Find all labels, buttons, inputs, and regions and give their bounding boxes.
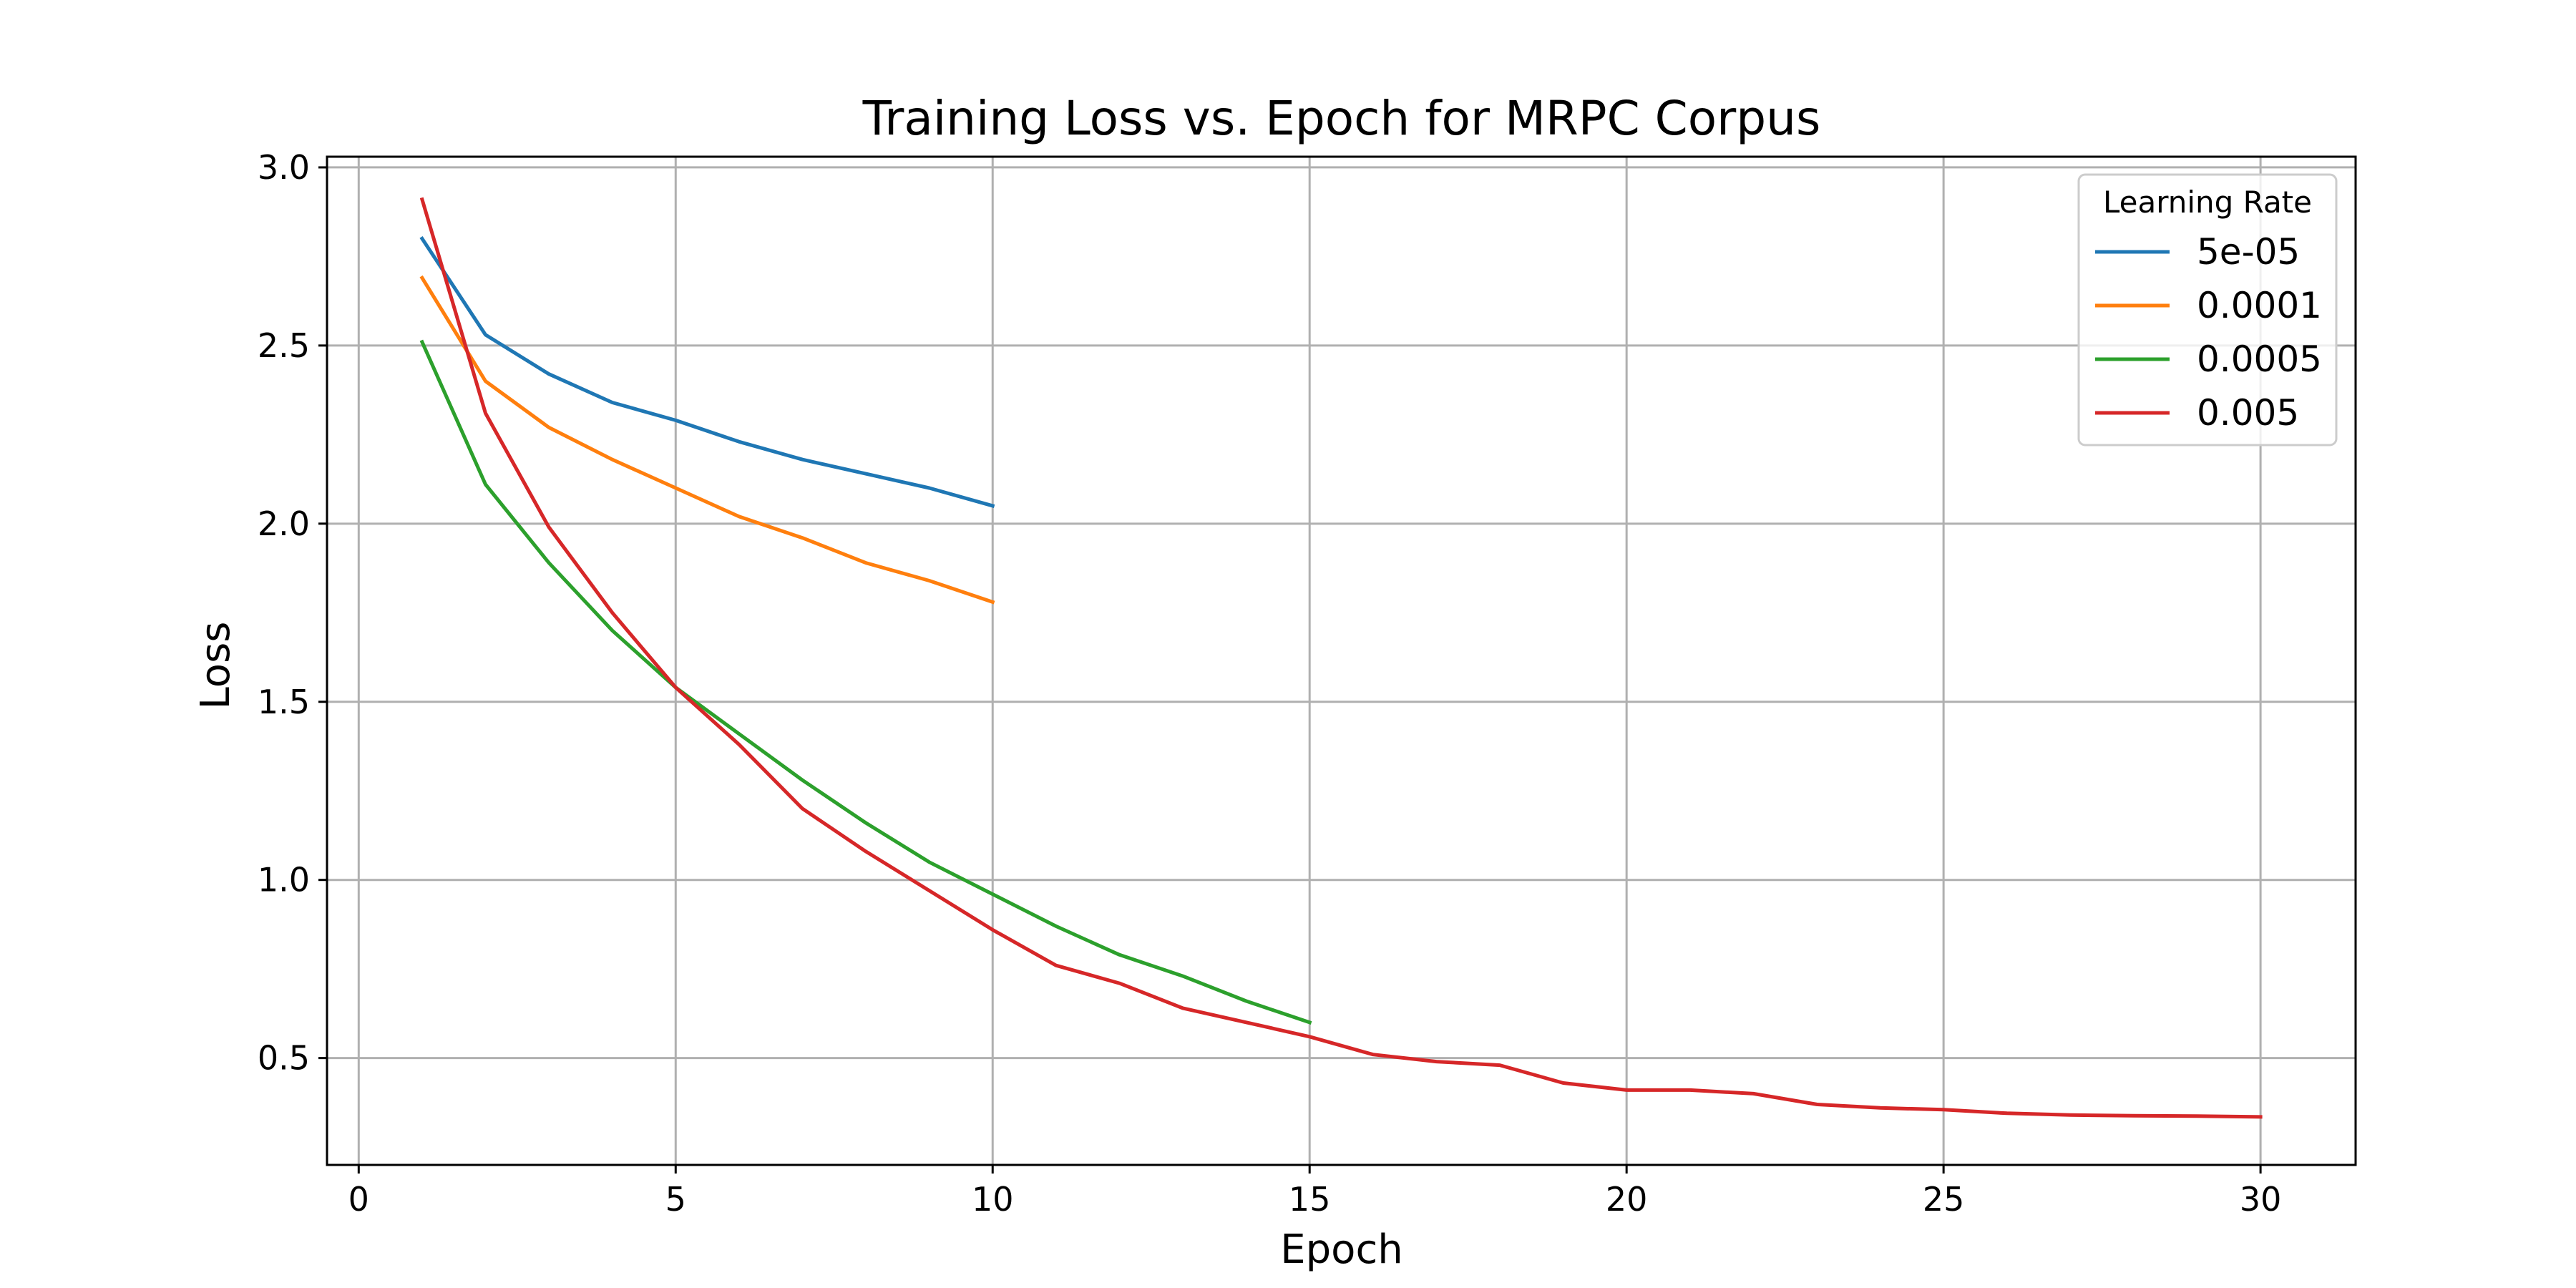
chart-title: Training Loss vs. Epoch for MRPC Corpus (862, 91, 1821, 146)
legend-label: 0.0001 (2197, 285, 2322, 326)
x-tick-label: 30 (2240, 1180, 2282, 1219)
legend-label: 0.005 (2197, 392, 2299, 434)
x-tick-label: 10 (972, 1180, 1014, 1219)
y-tick-label: 3.0 (258, 148, 310, 187)
series-lines (419, 197, 2263, 1119)
x-tick-label: 5 (665, 1180, 686, 1219)
legend-box (2077, 173, 2338, 447)
series-line-5e-05 (419, 236, 995, 508)
axis-ticks: 0 5 10 15 20 25 30 0.5 1.0 1.5 2.0 2.5 3.0 (258, 148, 2282, 1219)
series-line-0.0001 (419, 275, 995, 605)
y-tick-label: 1.5 (258, 683, 310, 721)
y-tick-label: 0.5 (258, 1039, 310, 1078)
legend-label: 5e-05 (2197, 231, 2300, 273)
y-tick-label: 1.0 (258, 861, 310, 899)
legend-items: 5e-05 0.0001 0.0005 0.005 (2095, 231, 2322, 434)
legend-title: Learning Rate (2103, 185, 2312, 220)
x-tick-label: 15 (1289, 1180, 1331, 1219)
legend-label: 0.0005 (2197, 338, 2322, 380)
series-line-0.0005 (419, 339, 1312, 1025)
y-axis-title: Loss (192, 622, 239, 710)
x-tick-label: 0 (348, 1180, 369, 1219)
y-tick-label: 2.0 (258, 504, 310, 543)
x-tick-label: 25 (1923, 1180, 1965, 1219)
legend: Learning Rate 5e-05 0.0001 0.0005 0.005 (2077, 173, 2338, 447)
x-tick-label: 20 (1606, 1180, 1648, 1219)
plot-frame (326, 155, 2357, 1166)
grid (327, 157, 2356, 1165)
y-tick-label: 2.5 (258, 326, 310, 365)
x-axis-title: Epoch (1280, 1226, 1402, 1273)
series-line-0.005 (419, 197, 2263, 1119)
